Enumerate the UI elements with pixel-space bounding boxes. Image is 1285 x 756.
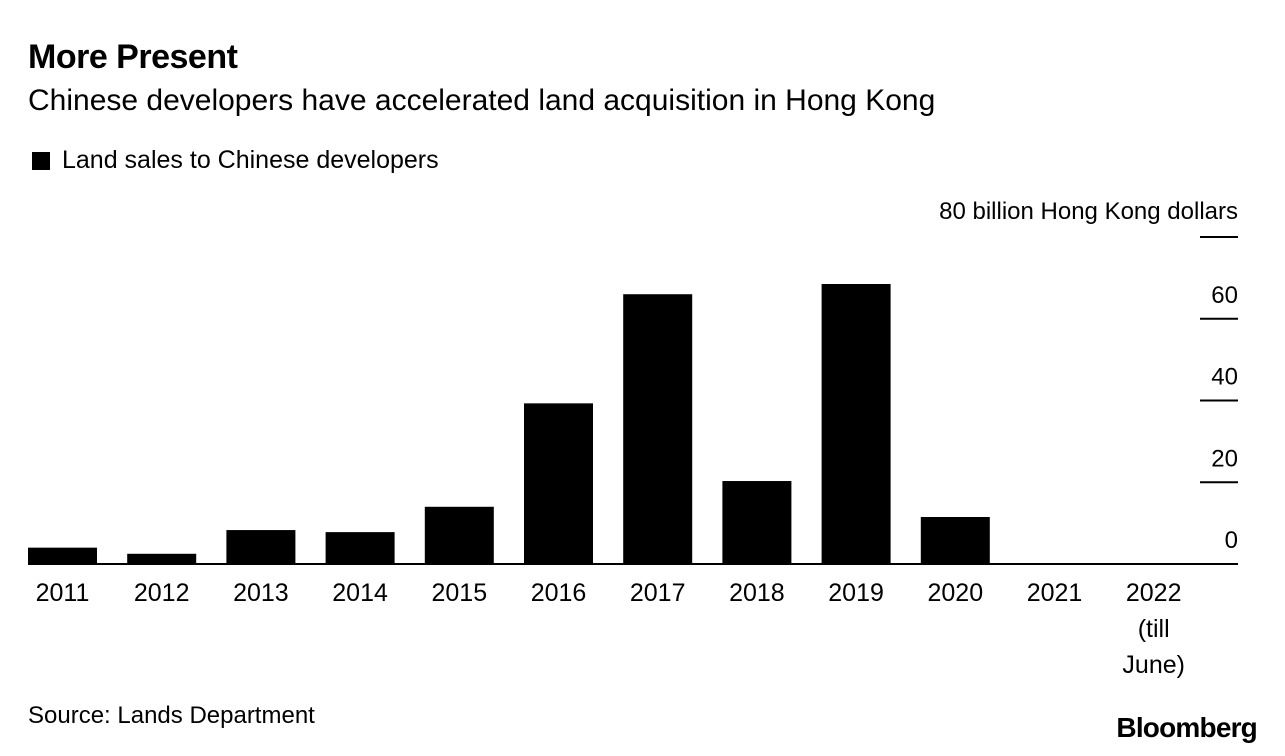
bar-chart: 0 20 40 60 80 billion Hong Kong dollars 2011 2… — [28, 198, 1238, 679]
y-tick-label-0: 0 — [1225, 527, 1238, 554]
x-tick-label-2015: 2015 — [431, 579, 487, 607]
x-tick-label-2022: 2022 — [1126, 579, 1182, 607]
bar-2018 — [722, 481, 792, 564]
bar-2013 — [226, 530, 296, 564]
legend-swatch — [32, 151, 50, 170]
x-tick-label-2014: 2014 — [332, 579, 388, 607]
source-note: Source: Lands Department — [28, 702, 315, 729]
legend-label: Land sales to Chinese developers — [62, 146, 439, 174]
x-tick-label-2022-line2: (till — [1138, 615, 1170, 643]
y-tick-label-40: 40 — [1211, 364, 1238, 391]
x-tick-label-2019: 2019 — [828, 579, 884, 607]
bloomberg-logo: Bloomberg — [1116, 712, 1257, 743]
legend: Land sales to Chinese developers — [32, 146, 439, 175]
bar-2017 — [623, 294, 693, 564]
x-tick-label-2017: 2017 — [630, 579, 686, 607]
bar-2015 — [424, 506, 494, 564]
x-tick-label-2021: 2021 — [1027, 579, 1083, 607]
x-tick-label-2016: 2016 — [531, 579, 587, 607]
bar-2019 — [821, 284, 891, 564]
x-tick-label-2020: 2020 — [927, 579, 983, 607]
chart-subtitle: Chinese developers have accelerated land… — [28, 84, 936, 117]
x-tick-label-2012: 2012 — [134, 579, 190, 607]
y-tick-label-20: 20 — [1211, 445, 1238, 472]
y-tick-label-60: 60 — [1211, 282, 1238, 309]
bar-2012 — [127, 553, 197, 564]
bar-2020 — [920, 516, 990, 564]
x-tick-label-2018: 2018 — [729, 579, 785, 607]
bar-2014 — [325, 532, 395, 564]
bar-2011 — [28, 547, 97, 564]
bar-2016 — [524, 403, 593, 564]
x-tick-label-2011: 2011 — [36, 579, 90, 607]
y-axis-unit-label: 80 billion Hong Kong dollars — [939, 198, 1238, 225]
x-tick-label-2022-line3: June) — [1122, 651, 1185, 679]
chart-title: More Present — [28, 38, 238, 76]
x-tick-label-2013: 2013 — [233, 579, 289, 607]
